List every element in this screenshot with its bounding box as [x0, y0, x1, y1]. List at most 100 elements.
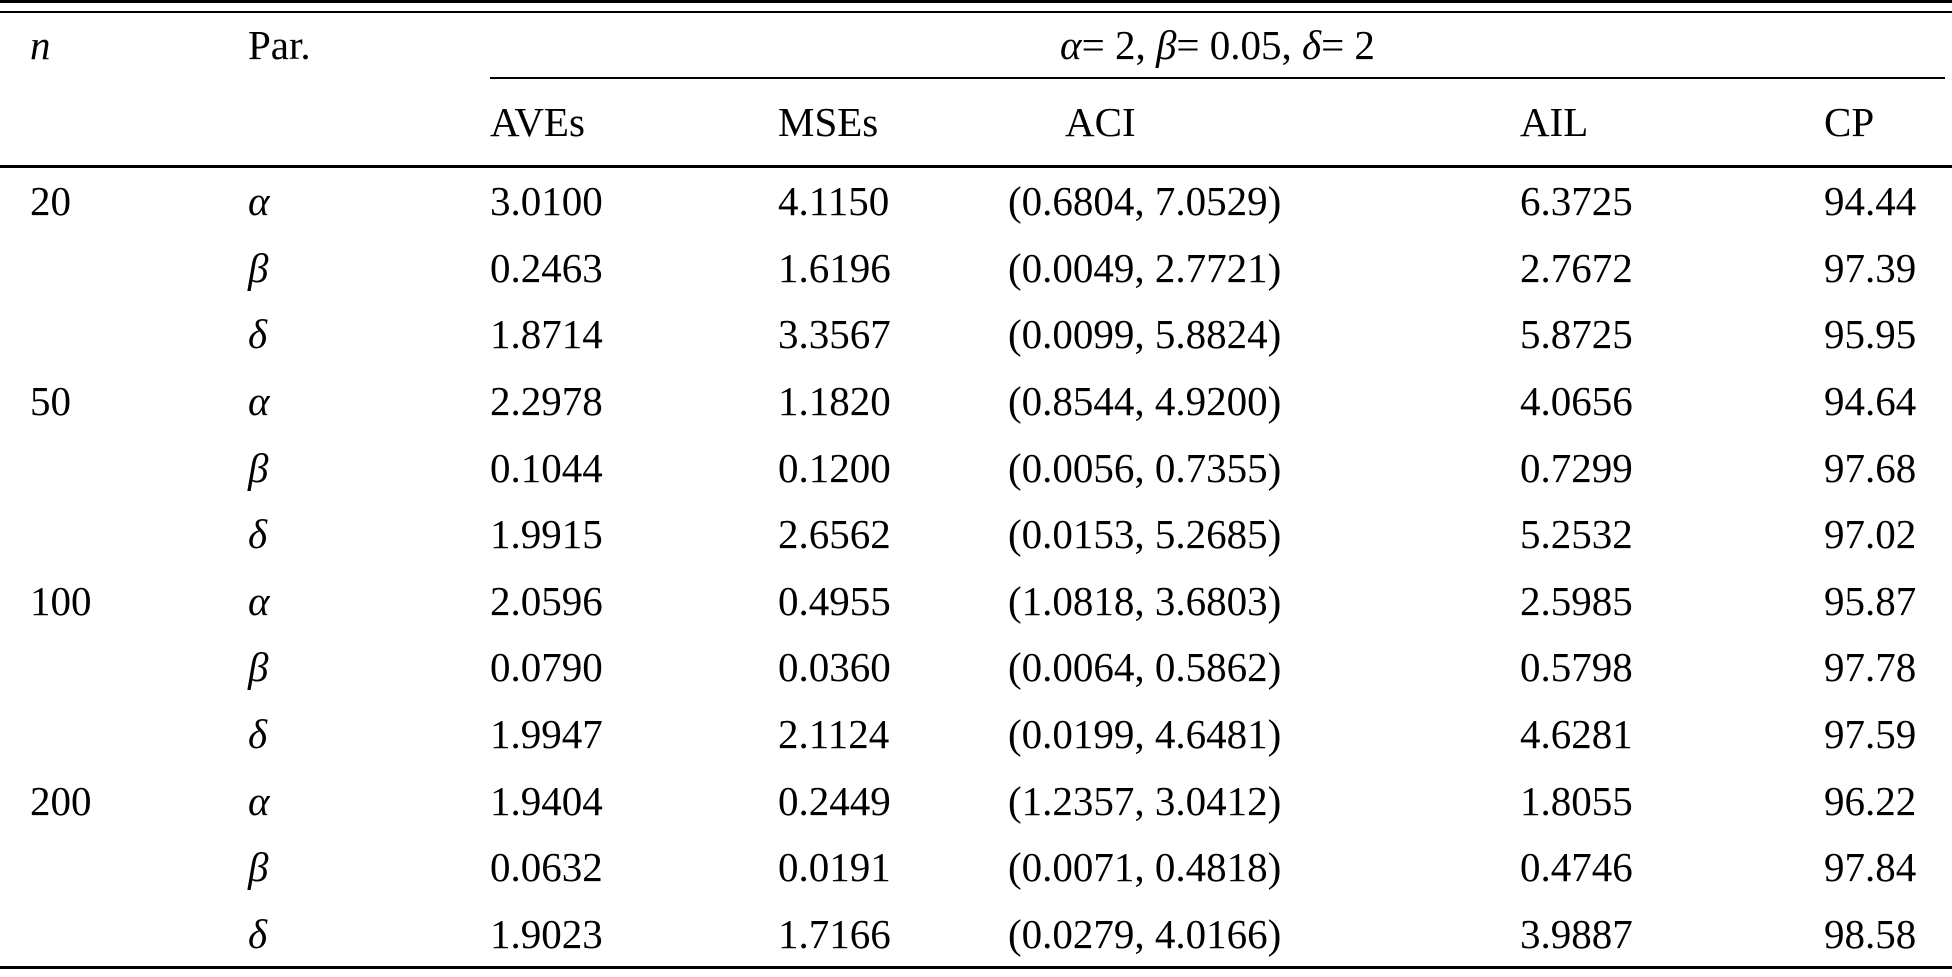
cell-aci: (0.0199, 4.6481) [1008, 711, 1282, 758]
cell-aci: (0.0056, 0.7355) [1008, 444, 1282, 491]
header-row-groups: n Par. α= 2, β= 0.05, δ= 2 [0, 13, 1952, 77]
cell-par: β [248, 644, 269, 691]
cell-aves: 3.0100 [490, 178, 603, 225]
greek-symbol: δ [1302, 22, 1322, 68]
cell-par: α [248, 577, 270, 624]
cell-aves: 2.2978 [490, 378, 603, 425]
cell-cp: 98.58 [1824, 910, 1917, 957]
cell-mses: 1.7166 [778, 910, 891, 957]
cell-aves: 1.8714 [490, 311, 603, 358]
cell-mses: 4.1150 [778, 178, 890, 225]
cell-n: 200 [30, 777, 92, 824]
table-bottom-rule [0, 966, 1952, 969]
cell-cp: 97.84 [1824, 844, 1917, 891]
cell-aves: 0.1044 [490, 444, 603, 491]
cell-cp: 97.02 [1824, 511, 1917, 558]
col-header-aves: AVEs [490, 99, 585, 145]
col-header-mses: MSEs [778, 99, 879, 145]
table-row: 50 α 2.2978 1.1820 (0.8544, 4.9200) 4.0656 94.… [0, 368, 1952, 435]
cell-mses: 1.6196 [778, 244, 891, 291]
table-row: 100 α 2.0596 0.4955 (1.0818, 3.6803) 2.5985 95… [0, 568, 1952, 635]
cell-ail: 2.5985 [1520, 577, 1633, 624]
cell-mses: 0.0360 [778, 644, 891, 691]
cell-cp: 97.78 [1824, 644, 1917, 691]
cell-mses: 0.1200 [778, 444, 891, 491]
cell-ail: 2.7672 [1520, 244, 1633, 291]
table-row: δ 1.8714 3.3567 (0.0099, 5.8824) 5.8725 95.95 [0, 301, 1952, 368]
table-row: δ 1.9947 2.1124 (0.0199, 4.6481) 4.6281 97.59 [0, 701, 1952, 768]
cell-par: δ [248, 311, 268, 358]
cell-aves: 0.0632 [490, 844, 603, 891]
greek-symbol: α [1060, 22, 1082, 68]
cell-cp: 95.87 [1824, 577, 1917, 624]
cell-cp: 94.64 [1824, 378, 1917, 425]
cell-ail: 4.6281 [1520, 711, 1633, 758]
cell-n: 50 [30, 378, 71, 425]
cell-mses: 2.1124 [778, 711, 890, 758]
cell-cp: 97.68 [1824, 444, 1917, 491]
cell-cp: 94.44 [1824, 178, 1917, 225]
header-body-rule [0, 165, 1952, 168]
group-header-text: α= 2, β= 0.05, δ= 2 [490, 21, 1952, 69]
table-row: 200 α 1.9404 0.2449 (1.2357, 3.0412) 1.8055 96… [0, 767, 1952, 834]
cell-aci: (0.0049, 2.7721) [1008, 244, 1282, 291]
cell-ail: 0.4746 [1520, 844, 1633, 891]
cell-aci: (0.8544, 4.9200) [1008, 378, 1282, 425]
cell-mses: 0.4955 [778, 577, 891, 624]
table-row: δ 1.9915 2.6562 (0.0153, 5.2685) 5.2532 97.02 [0, 501, 1952, 568]
cell-ail: 0.5798 [1520, 644, 1633, 691]
col-header-ail: AIL [1520, 99, 1589, 145]
table-top-rule-thick [0, 0, 1952, 3]
table-row: β 0.0790 0.0360 (0.0064, 0.5862) 0.5798 97.78 [0, 634, 1952, 701]
cell-ail: 1.8055 [1520, 777, 1633, 824]
cell-mses: 1.1820 [778, 378, 891, 425]
cell-aci: (0.0064, 0.5862) [1008, 644, 1282, 691]
table-row: β 0.1044 0.1200 (0.0056, 0.7355) 0.7299 97.68 [0, 434, 1952, 501]
cell-aves: 1.9915 [490, 511, 603, 558]
cell-aves: 1.9023 [490, 910, 603, 957]
table-row: δ 1.9023 1.7166 (0.0279, 4.0166) 3.9887 98.58 [0, 901, 1952, 968]
group-header-fragment: = 2 [1321, 22, 1375, 68]
cell-aci: (1.0818, 3.6803) [1008, 577, 1282, 624]
col-header-n: n [30, 22, 51, 68]
cell-par: β [248, 444, 269, 491]
cell-aves: 0.2463 [490, 244, 603, 291]
cell-aci: (1.2357, 3.0412) [1008, 777, 1282, 824]
cell-aci: (0.6804, 7.0529) [1008, 178, 1282, 225]
cell-ail: 5.2532 [1520, 511, 1633, 558]
cell-ail: 4.0656 [1520, 378, 1633, 425]
cell-ail: 6.3725 [1520, 178, 1633, 225]
group-header-fragment: = 0.05, [1176, 22, 1302, 68]
cell-par: α [248, 378, 270, 425]
col-header-cp: CP [1824, 99, 1875, 145]
header-row-columns: AVEs MSEs ACI AIL CP [0, 79, 1952, 165]
table-row: β 0.2463 1.6196 (0.0049, 2.7721) 2.7672 97.39 [0, 235, 1952, 302]
cell-ail: 0.7299 [1520, 444, 1633, 491]
cell-par: β [248, 844, 269, 891]
cell-aves: 1.9947 [490, 711, 603, 758]
cell-mses: 2.6562 [778, 511, 891, 558]
greek-symbol: β [1155, 22, 1177, 68]
cell-cp: 95.95 [1824, 311, 1917, 358]
cell-aci: (0.0279, 4.0166) [1008, 910, 1282, 957]
col-header-par: Par. [248, 22, 311, 68]
cell-aci: (0.0071, 0.4818) [1008, 844, 1282, 891]
group-header-fragment: = 2, [1081, 22, 1156, 68]
cell-ail: 5.8725 [1520, 311, 1633, 358]
cell-aci: (0.0099, 5.8824) [1008, 311, 1282, 358]
cell-par: α [248, 178, 270, 225]
col-header-aci: ACI [1065, 99, 1136, 145]
table-row: β 0.0632 0.0191 (0.0071, 0.4818) 0.4746 97.84 [0, 834, 1952, 901]
cell-cp: 97.59 [1824, 711, 1917, 758]
cell-aves: 1.9404 [490, 777, 603, 824]
cell-par: δ [248, 511, 268, 558]
cell-par: β [248, 244, 269, 291]
cell-par: δ [248, 711, 268, 758]
cell-ail: 3.9887 [1520, 910, 1633, 957]
cell-aves: 0.0790 [490, 644, 603, 691]
cell-mses: 0.2449 [778, 777, 891, 824]
table-row: 20 α 3.0100 4.1150 (0.6804, 7.0529) 6.3725 94.… [0, 168, 1952, 235]
cell-aves: 2.0596 [490, 577, 603, 624]
cell-n: 100 [30, 577, 92, 624]
